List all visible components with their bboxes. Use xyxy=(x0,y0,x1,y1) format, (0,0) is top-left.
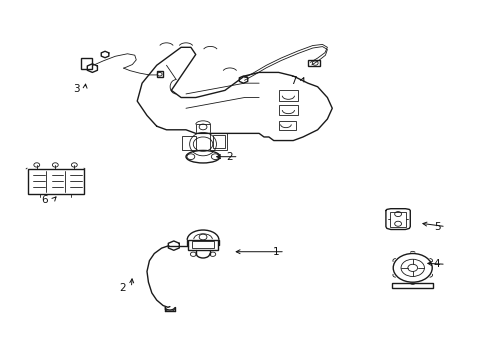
Text: 7: 7 xyxy=(289,76,296,86)
Bar xyxy=(210,134,227,149)
Bar xyxy=(278,121,295,130)
Text: 1: 1 xyxy=(272,247,279,257)
Bar xyxy=(278,105,298,116)
Bar xyxy=(307,60,320,66)
Text: 4: 4 xyxy=(433,259,440,269)
Text: 5: 5 xyxy=(433,222,440,231)
Text: 6: 6 xyxy=(41,195,48,205)
Bar xyxy=(188,240,217,250)
Text: 2: 2 xyxy=(119,283,125,293)
Bar xyxy=(212,135,224,148)
Text: 3: 3 xyxy=(73,84,80,94)
Bar xyxy=(157,71,162,77)
Bar xyxy=(389,212,406,226)
Bar xyxy=(81,58,92,69)
Text: 2: 2 xyxy=(226,152,233,162)
Bar xyxy=(192,241,213,248)
Bar xyxy=(182,136,195,150)
Bar xyxy=(27,169,83,194)
Bar xyxy=(391,283,432,288)
Bar xyxy=(278,90,298,101)
